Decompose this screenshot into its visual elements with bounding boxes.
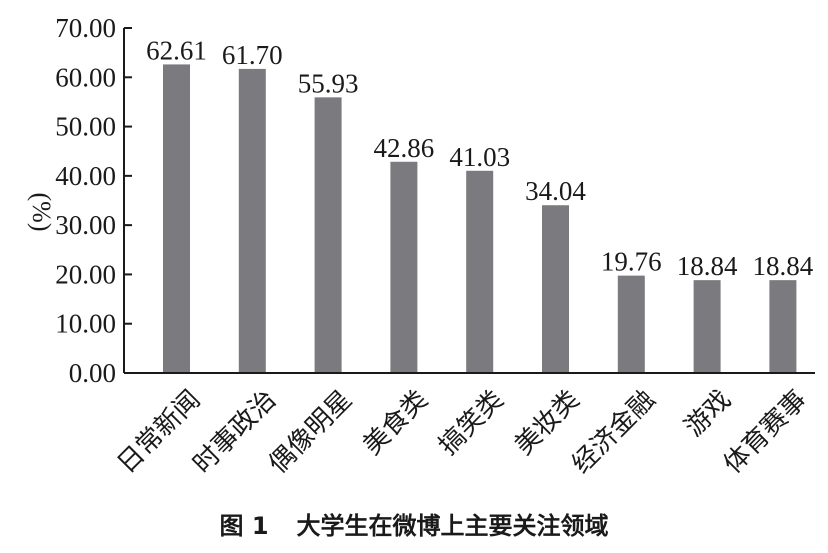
data-label: 62.61 [146, 35, 207, 65]
data-label: 61.70 [222, 40, 283, 70]
x-category-label: 美食类 [357, 385, 433, 461]
x-category-label: 日常新闻 [112, 385, 207, 480]
bar [617, 275, 645, 373]
x-category-label: 经济金融 [567, 385, 662, 480]
data-label: 18.84 [753, 251, 814, 281]
bar [314, 97, 342, 373]
x-category-label: 搞笑类 [433, 385, 509, 461]
bar [163, 64, 190, 373]
data-label: 55.93 [298, 68, 359, 98]
bar [693, 280, 721, 373]
y-axis-label: (%) [27, 193, 56, 232]
bar-chart: (%) 0.00 10.00 20.00 30.00 40.00 50.00 60.00 70… [27, 13, 815, 480]
y-tick-label: 30.00 [55, 210, 116, 240]
x-category-label: 时事政治 [188, 385, 283, 480]
data-label: 19.76 [601, 247, 662, 277]
y-tick-label: 70.00 [55, 13, 116, 43]
y-tick-label: 50.00 [55, 112, 116, 142]
data-label: 34.04 [525, 176, 586, 206]
y-tick-label: 40.00 [55, 161, 116, 191]
bar [238, 68, 266, 374]
data-label: 41.03 [449, 142, 510, 172]
x-category-label: 游戏 [679, 385, 737, 443]
bar [769, 280, 797, 373]
x-category-label: 偶像明星 [263, 385, 358, 480]
y-tick-label: 20.00 [55, 259, 116, 289]
y-tick-label: 10.00 [55, 309, 116, 339]
data-label: 18.84 [677, 251, 738, 281]
bar [542, 205, 569, 373]
bar [390, 161, 418, 373]
figure-caption: 图 1 大学生在微博上主要关注领域 [0, 506, 828, 541]
figure-number: 图 1 [219, 512, 269, 540]
data-label: 42.86 [374, 133, 435, 163]
figure-title: 大学生在微博上主要关注领域 [296, 512, 609, 540]
y-tick-label: 60.00 [55, 62, 116, 92]
y-tick-label: 0.00 [69, 358, 116, 388]
bar [466, 170, 494, 373]
x-category-label: 体育赛事 [718, 385, 813, 480]
